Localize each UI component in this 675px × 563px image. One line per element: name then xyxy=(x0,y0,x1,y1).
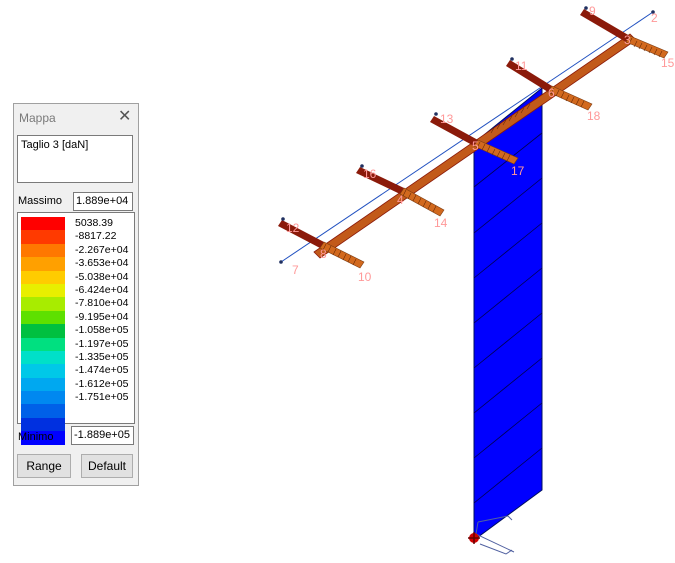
node-label: 15 xyxy=(661,56,675,70)
node-label: 18 xyxy=(587,109,601,123)
wall-panel xyxy=(473,86,543,541)
legend-swatch xyxy=(21,243,65,258)
close-icon[interactable]: ✕ xyxy=(118,108,132,125)
map-legend-panel: Mappa ✕ Taglio 3 [daN] Massimo 1.889e+04… xyxy=(13,103,139,486)
node-label: 4 xyxy=(397,193,404,207)
cross-beam-6 xyxy=(506,60,593,111)
legend-value: -7.810e+04 xyxy=(75,297,129,310)
range-button[interactable]: Range xyxy=(17,454,71,478)
node-label: 14 xyxy=(434,216,448,230)
min-value-field[interactable]: -1.889e+05 xyxy=(71,426,134,445)
min-label: Minimo xyxy=(18,431,54,443)
legend-value: -1.612e+05 xyxy=(75,377,129,390)
node-label: 2 xyxy=(651,11,658,25)
legend-swatch xyxy=(21,324,65,338)
node-label: 16 xyxy=(363,167,377,181)
legend-swatch xyxy=(21,364,65,378)
legend-swatch xyxy=(21,404,65,418)
node-label: 7 xyxy=(292,263,299,277)
max-value-field[interactable]: 1.889e+04 xyxy=(73,192,133,211)
legend-swatch xyxy=(21,310,65,325)
legend-value: -8817.22 xyxy=(75,230,117,243)
legend-value: -1.474e+05 xyxy=(75,364,129,377)
legend-swatch xyxy=(21,350,65,365)
max-label: Massimo xyxy=(18,195,63,207)
legend-swatches xyxy=(21,217,65,445)
legend-swatch xyxy=(21,217,65,231)
legend-swatch xyxy=(21,257,65,271)
legend-swatch xyxy=(21,297,65,311)
cross-beam-8 xyxy=(278,220,365,269)
legend-value: -6.424e+04 xyxy=(75,284,129,297)
legend-value: -1.335e+05 xyxy=(75,351,129,364)
legend-swatch xyxy=(21,270,65,284)
node-label: 3 xyxy=(624,33,631,47)
cross-beam-4 xyxy=(356,167,445,217)
node-labels: 9 2 3 15 11 6 18 13 5 17 16 4 14 12 8 10… xyxy=(286,4,675,284)
legend-value: -2.267e+04 xyxy=(75,243,129,256)
node-label: 11 xyxy=(515,59,528,73)
legend-value: -5.038e+04 xyxy=(75,270,129,283)
support-symbol xyxy=(468,515,515,555)
legend-value: -9.195e+04 xyxy=(75,310,129,323)
cross-beam-5 xyxy=(430,116,519,165)
legend-swatch xyxy=(21,417,65,432)
legend-value: -3.653e+04 xyxy=(75,257,129,270)
result-type-list[interactable]: Taglio 3 [daN] xyxy=(17,135,133,183)
node-label: 10 xyxy=(358,270,372,284)
legend-swatch xyxy=(21,337,65,351)
color-legend: 5038.39 -8817.22 -2.267e+04 -3.653e+04 -5.03… xyxy=(17,212,135,445)
node-label: 9 xyxy=(589,4,596,18)
node-label: 12 xyxy=(286,221,300,235)
legend-swatch xyxy=(21,230,65,244)
node-label: 6 xyxy=(548,86,555,100)
legend-swatch xyxy=(21,283,65,298)
legend-swatch xyxy=(21,431,65,445)
default-button[interactable]: Default xyxy=(81,454,133,478)
panel-title: Mappa xyxy=(19,111,56,125)
legend-value: 5038.39 xyxy=(75,217,113,229)
legend-value: -1.751e+05 xyxy=(75,391,129,404)
node-label: 8 xyxy=(320,247,327,261)
legend-swatch xyxy=(21,377,65,392)
node-label: 13 xyxy=(440,112,454,126)
legend-value: -1.058e+05 xyxy=(75,324,129,337)
legend-value: -1.197e+05 xyxy=(75,337,129,350)
node-label: 17 xyxy=(511,164,525,178)
node-points xyxy=(279,6,655,264)
node-label: 5 xyxy=(472,139,479,153)
beam-hatching xyxy=(322,37,663,266)
legend-swatch xyxy=(21,391,65,405)
legend-values: 5038.39 -8817.22 -2.267e+04 -3.653e+04 -5.03… xyxy=(75,217,128,405)
